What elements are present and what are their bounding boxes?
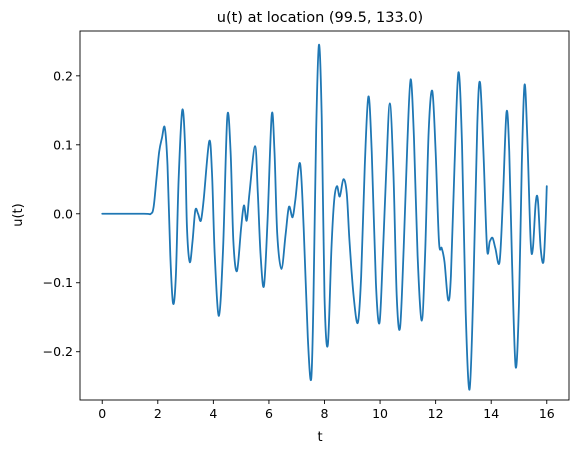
x-tick-label: 12 <box>428 406 444 421</box>
plot-frame <box>79 30 570 401</box>
y-tick-label: −0.1 <box>43 275 73 290</box>
x-tick-label: 16 <box>539 406 555 421</box>
series-lines <box>101 43 548 391</box>
x-tick-label: 2 <box>154 406 162 421</box>
y-axis-label: u(t) <box>11 203 26 226</box>
x-axis-ticks: 0 2 4 6 8 10 12 14 16 <box>98 400 555 421</box>
x-tick-label: 6 <box>265 406 273 421</box>
y-tick-label: −0.2 <box>43 344 73 359</box>
x-tick-label: 4 <box>209 406 217 421</box>
x-tick-label: 0 <box>98 406 106 421</box>
x-tick-label: 14 <box>483 406 499 421</box>
x-axis-label: t <box>317 430 322 445</box>
x-tick-label: 10 <box>372 406 388 421</box>
y-tick-label: 0.2 <box>53 68 73 83</box>
y-tick-label: 0.1 <box>53 137 73 152</box>
y-tick-label: 0.0 <box>53 206 73 221</box>
x-tick-label: 8 <box>321 406 329 421</box>
series-line <box>101 43 548 391</box>
y-axis-ticks: −0.2 −0.1 0.0 0.1 0.2 <box>43 68 80 359</box>
chart-title: u(t) at location (99.5, 133.0) <box>217 10 423 26</box>
plot-area <box>80 31 569 400</box>
